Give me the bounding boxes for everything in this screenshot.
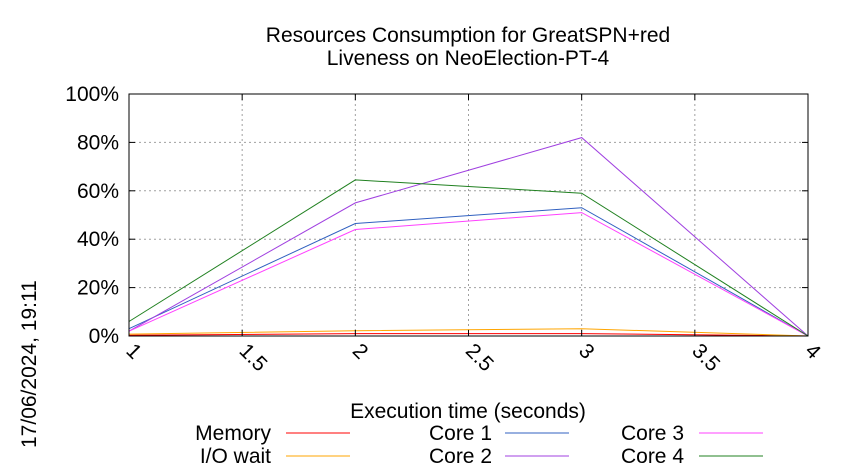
series-line-core-2: [128, 137, 809, 337]
x-tick-label: 2: [348, 339, 373, 364]
series-lines: [128, 137, 809, 337]
grid: [129, 94, 808, 336]
series-line-core-3: [128, 212, 809, 337]
legend-label-core-3: Core 3: [621, 422, 684, 445]
series-line-core-4: [128, 179, 809, 337]
x-axis-label: Execution time (seconds): [350, 400, 586, 423]
legend-label-core-1: Core 1: [429, 422, 492, 445]
timestamp: 17/06/2024, 19:11: [18, 280, 41, 448]
y-tick-label: 20%: [77, 277, 119, 300]
y-tick-label: 0%: [89, 325, 119, 348]
x-tick-label: 1: [121, 339, 146, 364]
x-tick-labels: 1 1.5 2 2.5 3 3.5 4: [121, 339, 825, 376]
y-tick-label: 60%: [77, 180, 119, 203]
series-line-core-1: [128, 207, 809, 337]
x-tick-label: 2.5: [461, 339, 498, 376]
y-tick-label: 80%: [77, 131, 119, 154]
x-tick-label: 3.5: [687, 339, 724, 376]
y-tick-label: 40%: [77, 228, 119, 251]
y-tick-label: 100%: [65, 83, 119, 106]
x-tick-label: 1.5: [235, 339, 272, 376]
x-tick-label: 4: [800, 339, 825, 364]
legend-label-i-o-wait: I/O wait: [200, 445, 271, 468]
legend-label-core-2: Core 2: [429, 445, 492, 468]
chart-title-line-2: Liveness on NeoElection-PT-4: [327, 47, 610, 70]
legend-label-memory: Memory: [195, 422, 271, 445]
y-tick-labels: 0% 20% 40% 60% 80% 100%: [65, 83, 119, 348]
legend-label-core-4: Core 4: [621, 445, 684, 468]
x-tick-label: 3: [574, 339, 599, 364]
tick-marks: [128, 93, 809, 337]
chart-title-line-1: Resources Consumption for GreatSPN+red: [266, 24, 670, 47]
